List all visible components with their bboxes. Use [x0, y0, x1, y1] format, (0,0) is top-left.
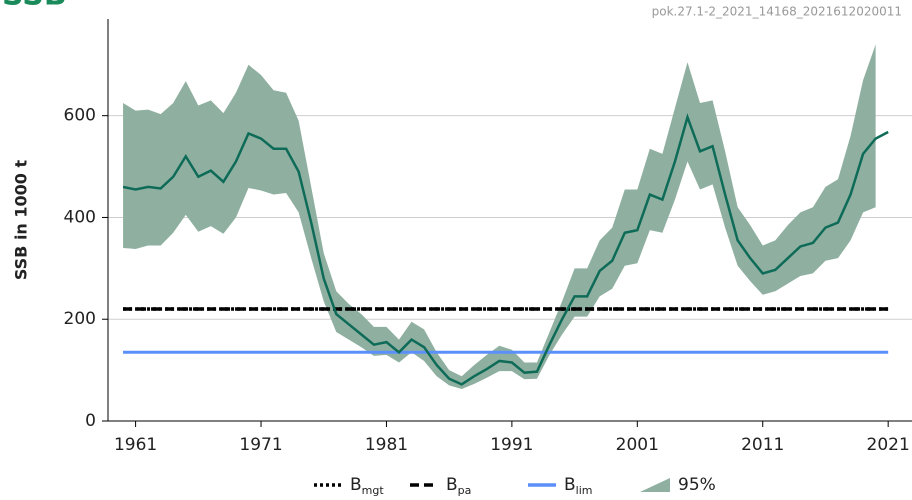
confidence-band: [123, 44, 876, 389]
x-tick-label: 1961: [114, 435, 157, 455]
y-tick-label: 400: [64, 207, 96, 227]
logo: SSB: [2, 0, 67, 13]
legend-swatch: [640, 478, 670, 492]
y-tick-label: 200: [64, 309, 96, 329]
y-tick-label: 600: [64, 106, 96, 126]
legend-subscript: mgt: [362, 484, 385, 497]
ssb-line: [122, 113, 889, 386]
x-tick-label: 2011: [741, 435, 784, 455]
source-id: pok.27.1-2_2021_14168_2021612020011: [652, 5, 902, 19]
legend-subscript: lim: [576, 484, 593, 497]
legend-label: Bmgt: [350, 475, 384, 497]
x-tick-label: 1991: [490, 435, 533, 455]
x-tick-label: 2001: [616, 435, 659, 455]
legend-subscript: pa: [458, 484, 472, 497]
x-tick-label: 1981: [365, 435, 408, 455]
y-tick-label: 0: [85, 411, 96, 431]
y-axis-label: SSB in 1000 t: [12, 160, 31, 281]
legend-label: Bpa: [446, 475, 471, 497]
legend-label: Blim: [564, 475, 593, 497]
legend-label: 95%: [678, 475, 716, 495]
x-tick-label: 1971: [239, 435, 282, 455]
x-tick-label: 2021: [867, 435, 910, 455]
